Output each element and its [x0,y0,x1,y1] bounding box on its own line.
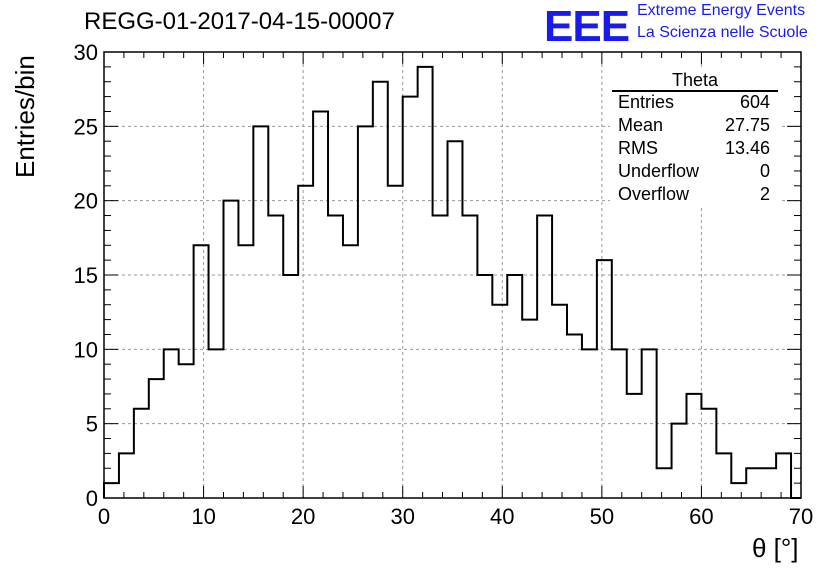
histogram-bin [119,453,134,498]
histogram-bin [448,141,463,498]
histogram-bin [672,424,687,498]
stats-label: Mean [618,115,664,135]
y-tick-label: 25 [74,114,98,139]
histogram-bin [507,275,522,498]
histogram-bin [328,216,343,498]
histogram-bin [746,468,761,498]
histogram-bin [179,364,194,498]
stats-row-rms: RMS 13.46 [618,138,770,161]
y-tick-label: 10 [74,337,98,362]
x-tick-label: 70 [789,504,813,529]
histogram-bin [642,349,657,498]
histogram-bin [597,260,612,498]
x-tick-label: 40 [490,504,514,529]
x-tick-label: 10 [191,504,215,529]
logo-line-1: Extreme Energy Events [637,2,806,19]
x-tick-label: 20 [291,504,315,529]
histogram-bin [686,394,701,498]
histogram-bin [134,409,149,498]
stats-label: Underflow [618,161,700,181]
stats-divider [612,90,778,92]
stats-value: 604 [739,92,770,112]
histogram-bin [388,186,403,498]
y-tick-label: 15 [74,263,98,288]
histogram-bin [253,126,268,498]
stats-row-mean: Mean 27.75 [618,115,770,138]
histogram-bin [567,334,582,498]
y-tick-label: 20 [74,189,98,214]
histogram-bin [657,468,672,498]
histogram-bin [283,275,298,498]
eee-logo: EEE [544,2,630,51]
x-tick-label: 60 [689,504,713,529]
histogram-bin [477,275,492,498]
y-tick-label: 5 [86,412,98,437]
chart-title: REGG-01-2017-04-15-00007 [84,8,395,35]
histogram-bin [701,409,716,498]
histogram-bin [373,82,388,498]
histogram-outline [103,65,801,499]
stats-row-entries: Entries 604 [618,92,770,115]
stats-title: Theta [671,70,719,90]
histogram-bin [627,394,642,498]
x-tick-label: 30 [390,504,414,529]
stats-row-underflow: Underflow 0 [618,161,770,184]
histogram-bin [209,349,224,498]
stats-value: 13.46 [724,138,770,158]
y-axis-label: Entries/bin [10,55,40,178]
histogram-bin [298,186,313,498]
histogram-bin [418,67,433,498]
histogram-bin [343,245,358,498]
stats-value: 0 [759,161,770,181]
histogram-bin [403,97,418,498]
histogram-bin [537,216,552,498]
histogram-bin [238,245,253,498]
histogram-bin [492,305,507,498]
stats-label: Entries [618,92,675,112]
y-tick-label: 0 [86,486,98,511]
stats-box: Theta Entries 604 Mean 27.75 RMS 13.46 U… [610,70,780,206]
histogram-bin [268,216,283,498]
logo-line-2: La Scienza nelle Scuole [637,24,808,41]
histogram-bin [776,453,791,498]
y-tick-label: 30 [74,40,98,65]
histogram-bin [104,483,119,498]
x-tick-label: 0 [98,504,110,529]
histogram-bin [731,483,746,498]
x-axis-label: θ [°] [752,533,799,563]
histogram-bin [149,379,164,498]
histogram-bin [462,216,477,498]
stats-label: RMS [618,138,658,158]
histogram-bin [761,468,776,498]
histogram-bin [194,245,209,498]
histogram-bin [433,216,448,498]
histogram-bin [552,305,567,498]
histogram-bin [358,126,373,498]
stats-row-overflow: Overflow 2 [618,184,770,207]
stats-value: 27.75 [724,115,770,135]
x-tick-label: 50 [590,504,614,529]
stats-label: Overflow [618,184,690,204]
stats-value: 2 [759,184,770,204]
histogram-bin [313,111,328,498]
histogram-bin [522,320,537,498]
histogram-bin [716,453,731,498]
